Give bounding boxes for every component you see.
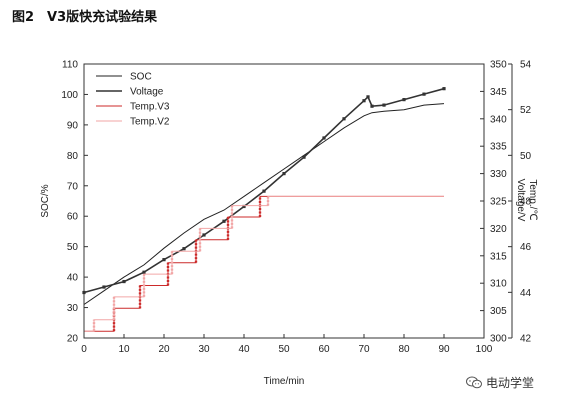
x-tick-label: 70 xyxy=(358,344,370,355)
temp-tick-label: 42 xyxy=(520,334,532,345)
data-point xyxy=(182,247,186,251)
data-point xyxy=(142,270,146,274)
legend-label: Temp.V3 xyxy=(130,102,170,113)
legend-item: Temp.V2 xyxy=(96,117,170,128)
voltage-tick-label: 300 xyxy=(490,334,507,345)
soc-tick-label: 70 xyxy=(67,181,79,192)
legend-label: Temp.V2 xyxy=(130,117,170,128)
data-point xyxy=(362,99,366,103)
legend-item: Temp.V3 xyxy=(96,102,170,113)
series-line xyxy=(84,195,444,332)
voltage-tick-label: 325 xyxy=(490,197,507,208)
soc-tick-label: 100 xyxy=(61,90,78,101)
temp-tick-label: 52 xyxy=(520,105,532,116)
soc-tick-label: 50 xyxy=(67,242,79,253)
series-temp-v2 xyxy=(84,195,444,332)
data-point xyxy=(102,285,106,289)
x-tick-label: 50 xyxy=(278,344,290,355)
x-tick-label: 80 xyxy=(398,344,410,355)
soc-tick-label: 20 xyxy=(67,334,79,345)
data-point xyxy=(442,87,446,91)
series-line xyxy=(83,103,445,305)
soc-tick-label: 60 xyxy=(67,212,79,223)
x-tick-label: 40 xyxy=(238,344,250,355)
data-point xyxy=(282,172,286,176)
voltage-tick-label: 350 xyxy=(490,60,507,71)
data-point xyxy=(382,103,386,107)
voltage-tick-label: 320 xyxy=(490,224,507,235)
figure-title: 图2 V3版快充试验结果 xyxy=(12,10,158,25)
x-tick-label: 100 xyxy=(476,344,493,355)
data-point xyxy=(422,92,426,96)
legend-label: SOC xyxy=(130,72,152,83)
temp-tick-label: 50 xyxy=(520,151,532,162)
data-point xyxy=(162,258,166,262)
voltage-tick-label: 315 xyxy=(490,251,507,262)
soc-tick-label: 90 xyxy=(67,120,79,131)
data-point xyxy=(302,155,306,159)
temp-tick-label: 44 xyxy=(520,288,532,299)
data-point xyxy=(242,204,246,209)
data-point xyxy=(122,279,126,284)
data-point xyxy=(366,95,370,99)
temp-tick-label: 46 xyxy=(520,242,532,253)
x-axis-label: Time/min xyxy=(264,376,305,387)
voltage-tick-label: 330 xyxy=(490,169,507,180)
soc-tick-label: 110 xyxy=(62,60,78,71)
x-tick-label: 60 xyxy=(318,344,330,355)
data-point xyxy=(202,233,206,237)
legend-item: SOC xyxy=(96,72,152,83)
voltage-tick-label: 305 xyxy=(490,306,507,317)
voltage-tick-label: 310 xyxy=(490,279,507,290)
watermark: 电动学堂 xyxy=(466,374,534,391)
watermark-text: 电动学堂 xyxy=(486,376,535,390)
x-tick-label: 90 xyxy=(438,344,450,355)
series-soc xyxy=(83,103,445,305)
data-point xyxy=(322,136,326,140)
wechat-icon xyxy=(466,376,482,389)
soc-tick-label: 80 xyxy=(67,151,79,162)
voltage-tick-label: 335 xyxy=(490,142,507,153)
temp-tick-label: 54 xyxy=(520,60,532,71)
soc-axis-label: SOC/% xyxy=(40,184,51,217)
data-point xyxy=(342,117,346,121)
series-line xyxy=(84,195,444,332)
voltage-tick-label: 340 xyxy=(490,114,507,125)
soc-tick-label: 30 xyxy=(67,303,79,314)
x-tick-label: 0 xyxy=(81,344,87,355)
voltage-tick-label: 345 xyxy=(490,87,507,98)
voltage-axis-label: Voltage/V xyxy=(515,179,526,222)
data-point xyxy=(262,189,266,193)
data-point xyxy=(402,98,406,102)
series-temp-v3 xyxy=(84,195,444,332)
temp-axis-label: Temp./℃ xyxy=(527,179,538,220)
x-tick-label: 20 xyxy=(158,344,170,355)
soc-tick-label: 40 xyxy=(67,273,79,284)
x-tick-label: 30 xyxy=(198,344,210,355)
data-point xyxy=(370,104,374,108)
legend-label: Voltage xyxy=(130,87,164,98)
temp-tick-label: 48 xyxy=(520,197,532,208)
x-tick-label: 10 xyxy=(118,344,130,355)
data-point xyxy=(222,219,226,223)
legend-item: Voltage xyxy=(96,87,164,98)
